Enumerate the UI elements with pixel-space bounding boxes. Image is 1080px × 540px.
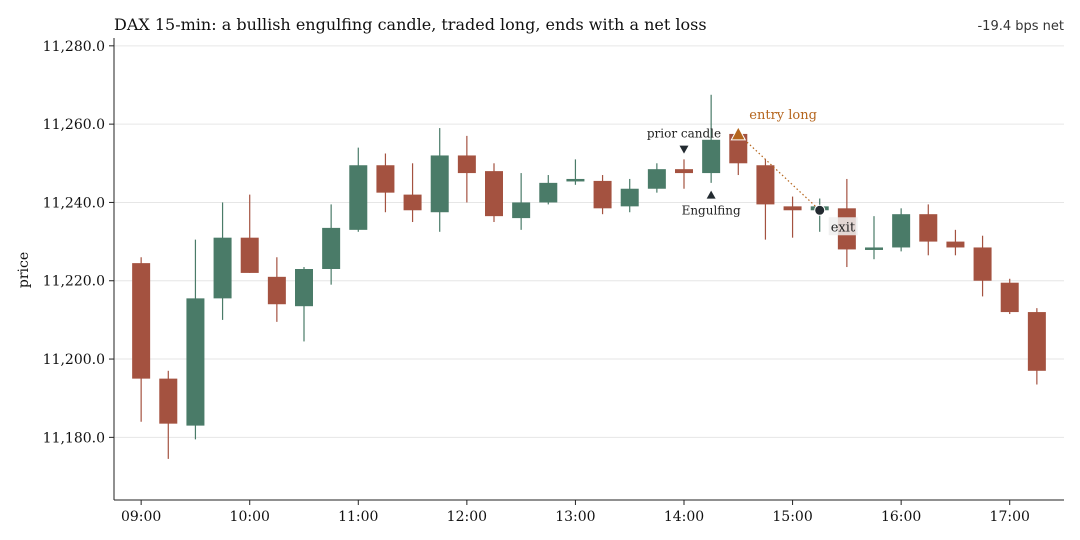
candle-body-down (783, 206, 802, 211)
x-tick-label: 16:00 (881, 509, 921, 525)
entry-label: entry long (749, 108, 817, 123)
x-tick-label: 13:00 (555, 509, 595, 525)
annotations: prior candle Engulfing entry long exit (647, 108, 858, 236)
candle-body-up (186, 298, 205, 426)
x-tick-label: 14:00 (664, 509, 704, 525)
candle-body-up (865, 247, 883, 250)
exit-label-box (828, 217, 858, 236)
prior-candle-label: prior candle (647, 127, 721, 141)
candle-body-up (647, 169, 666, 189)
candles (132, 94, 1046, 459)
candle-body-up (702, 139, 721, 174)
candle-body-down (267, 276, 286, 305)
trade-path-line (737, 133, 821, 211)
candle-body-down (593, 180, 612, 209)
candle-body-down (240, 237, 259, 273)
x-tick-label: 15:00 (772, 509, 812, 525)
y-axis-label: price (16, 252, 32, 288)
entry-marker-icon (730, 125, 747, 141)
net-return-label: -19.4 bps net (977, 19, 1064, 34)
x-tick-label: 09:00 (121, 509, 161, 525)
engulfing-marker-icon (706, 190, 716, 199)
candle-body-down (675, 169, 693, 174)
chart-title: DAX 15-min: a bullish engulfing candle, … (114, 15, 707, 34)
candle-body-up (349, 165, 368, 230)
x-tick-label: 12:00 (447, 509, 487, 525)
candle-body-down (946, 241, 965, 248)
candle-body-down (1000, 282, 1019, 313)
candle-body-up (512, 202, 531, 219)
candle-body-up (566, 178, 585, 182)
y-tick-label: 11,240.0 (43, 195, 105, 211)
exit-marker-icon (814, 204, 826, 216)
y-tick-label: 11,260.0 (43, 117, 105, 133)
candle-body-up (892, 214, 911, 248)
candle-body-down (1027, 312, 1046, 371)
x-tick-label: 17:00 (990, 509, 1030, 525)
y-tick-label: 11,200.0 (43, 352, 105, 368)
y-tick-label: 11,280.0 (43, 39, 105, 55)
candle-body-down (132, 263, 151, 379)
prior-candle-marker-icon (679, 145, 689, 154)
candle-body-up (539, 182, 558, 203)
candle-body-down (756, 165, 775, 205)
candle-body-up (430, 155, 449, 213)
y-tick-label: 11,180.0 (43, 430, 105, 446)
exit-label: exit (831, 220, 856, 235)
candle-body-down (403, 194, 422, 211)
candle-body-down (919, 214, 938, 242)
candle-body-up (295, 269, 313, 307)
candle-body-down (376, 165, 395, 193)
y-tick-label: 11,220.0 (43, 274, 105, 290)
candle-body-down (159, 378, 178, 424)
candle-body-down (973, 247, 992, 281)
candle-body-down (729, 133, 748, 164)
candle-body-up (620, 188, 639, 207)
engulfing-label: Engulfing (682, 204, 741, 218)
candle-body-down (485, 171, 503, 217)
candle-body-up (322, 227, 341, 269)
candle-body-down (457, 155, 476, 174)
x-tick-label: 11:00 (338, 509, 378, 525)
candle-body-up (213, 237, 232, 299)
x-tick-label: 10:00 (230, 509, 270, 525)
axes: 11,180.0 11,200.0 11,220.0 11,240.0 11,260.0… (43, 38, 1064, 525)
